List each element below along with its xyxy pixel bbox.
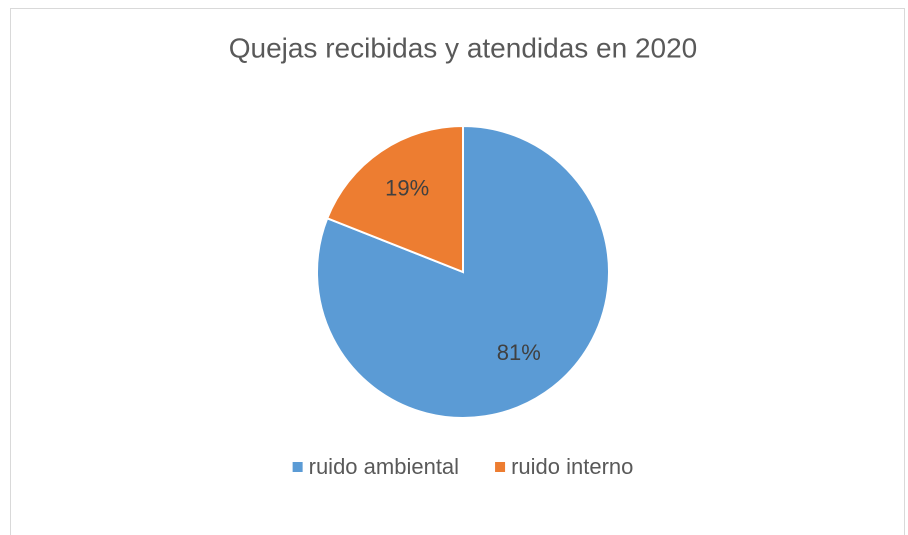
chart-title: Quejas recibidas y atendidas en 2020 (229, 32, 698, 63)
pie-slice (325, 124, 464, 274)
legend-swatch (292, 462, 303, 472)
legend-label: ruido interno (511, 454, 633, 479)
legend-label: ruido ambiental (309, 454, 459, 479)
data-label: 81% (497, 340, 541, 365)
legend-swatch (495, 462, 506, 472)
data-label: 19% (385, 176, 429, 201)
